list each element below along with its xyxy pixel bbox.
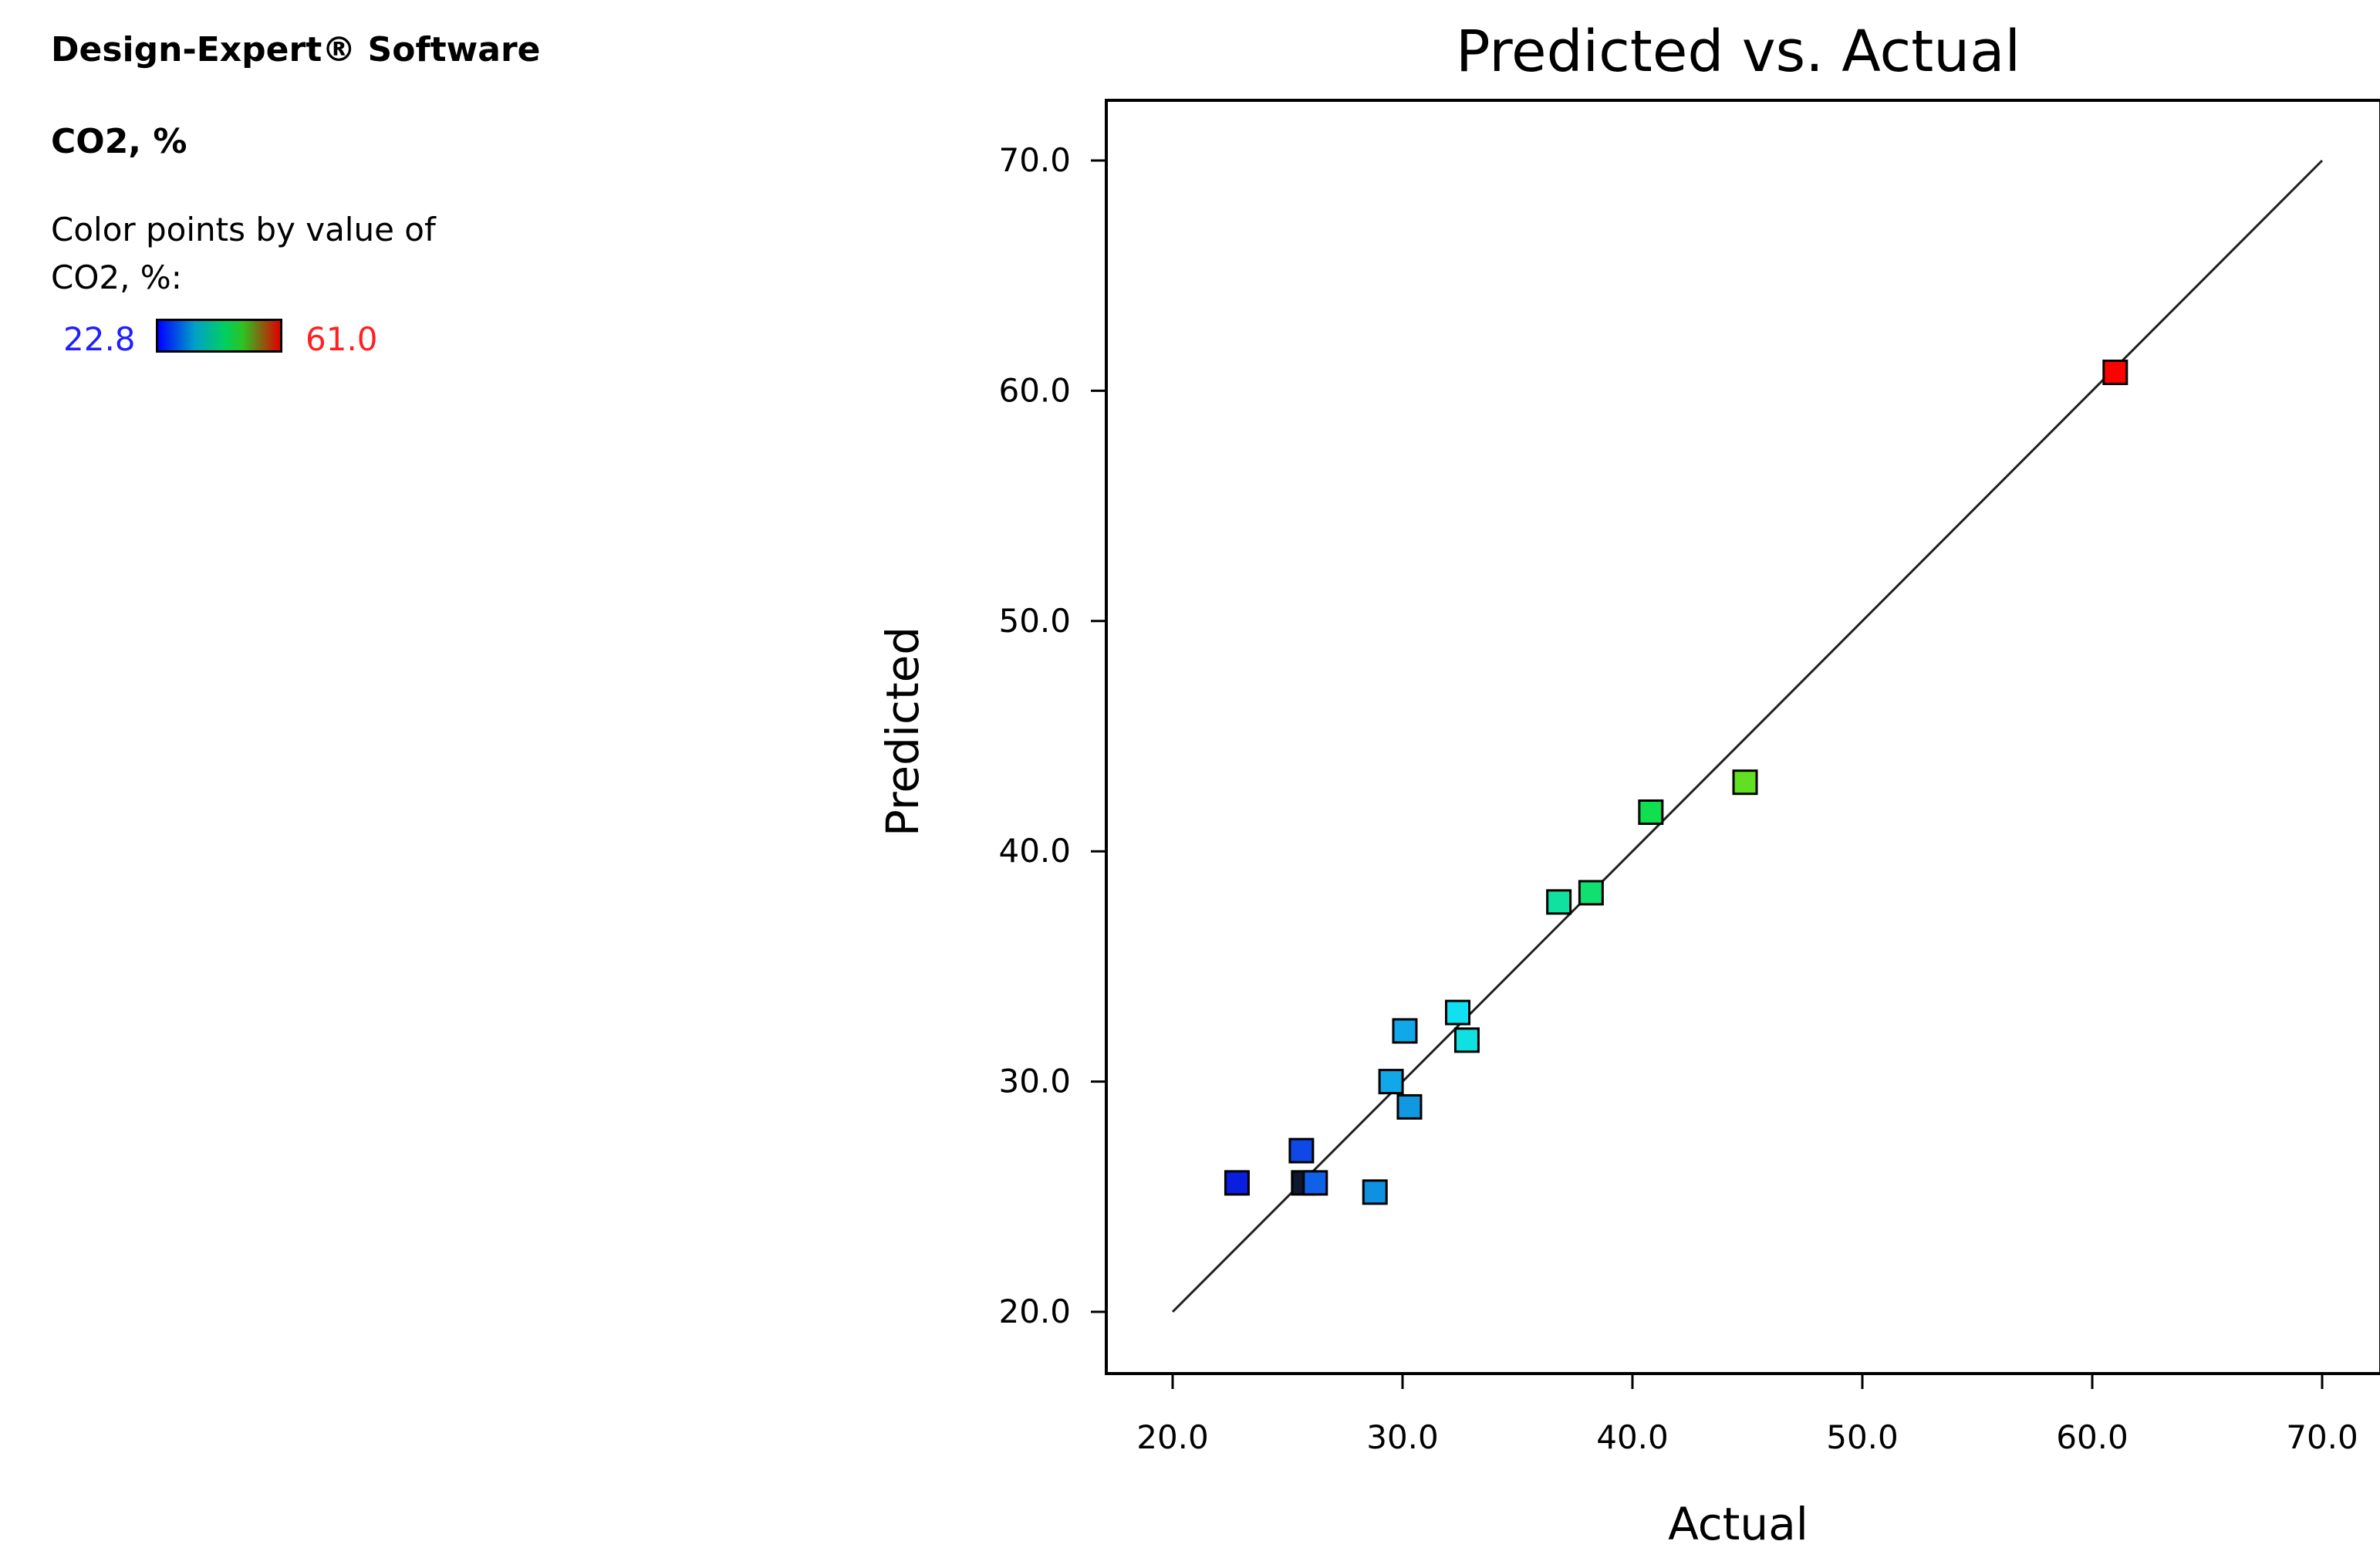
color-note-line2: CO2, %: xyxy=(51,259,182,297)
data-point xyxy=(2102,360,2128,386)
y-tick-label: 60.0 xyxy=(998,371,1071,409)
data-point xyxy=(1453,1027,1480,1053)
y-tick-label: 20.0 xyxy=(998,1293,1071,1330)
legend-panel: Design-Expert® Software CO2, % Color poi… xyxy=(51,30,745,362)
x-tick-label: 70.0 xyxy=(2286,1418,2358,1456)
y-tick-label: 50.0 xyxy=(998,602,1071,640)
x-tick-label: 30.0 xyxy=(1366,1418,1439,1456)
color-gradient-bar xyxy=(156,319,282,353)
color-note-line1: Color points by value of xyxy=(51,211,436,249)
x-tick-label: 60.0 xyxy=(2056,1418,2128,1456)
x-axis: 20.0 30.0 40.0 50.0 60.0 70.0 xyxy=(1136,1374,2358,1456)
x-tick-label: 40.0 xyxy=(1596,1418,1669,1456)
data-point xyxy=(1546,889,1572,915)
x-axis-label: Actual xyxy=(1668,1498,1808,1550)
color-scale-min-label: 22.8 xyxy=(63,320,136,359)
y-axis: 20.0 30.0 40.0 50.0 60.0 70.0 xyxy=(998,141,1106,1330)
color-scale-max-label: 61.0 xyxy=(306,320,378,359)
data-point xyxy=(1445,999,1471,1026)
plot-frame xyxy=(1105,99,2380,1375)
color-scale: 22.8 61.0 xyxy=(51,316,745,362)
data-point xyxy=(1302,1170,1328,1196)
response-name: CO2, % xyxy=(51,121,187,161)
data-point xyxy=(1362,1179,1388,1205)
data-point xyxy=(1578,880,1604,906)
y-axis-label: Predicted xyxy=(876,627,929,836)
data-point xyxy=(1638,799,1664,825)
data-point xyxy=(1378,1069,1404,1095)
data-point xyxy=(1288,1137,1315,1164)
chart-title: Predicted vs. Actual xyxy=(1456,19,2020,85)
data-point xyxy=(1224,1170,1250,1196)
y-tick-label: 40.0 xyxy=(998,832,1071,870)
y-tick-label: 30.0 xyxy=(998,1063,1071,1100)
reference-line xyxy=(1171,159,2324,1313)
x-tick-label: 20.0 xyxy=(1136,1418,1209,1456)
x-tick-label: 50.0 xyxy=(1826,1418,1899,1456)
data-point xyxy=(1392,1018,1418,1044)
y-tick-label: 70.0 xyxy=(998,141,1071,179)
data-points xyxy=(1224,360,2128,1205)
data-point xyxy=(1396,1093,1423,1120)
color-note: Color points by value of CO2, %: xyxy=(51,206,483,302)
software-title: Design-Expert® Software xyxy=(51,30,541,69)
data-point xyxy=(1732,769,1758,796)
